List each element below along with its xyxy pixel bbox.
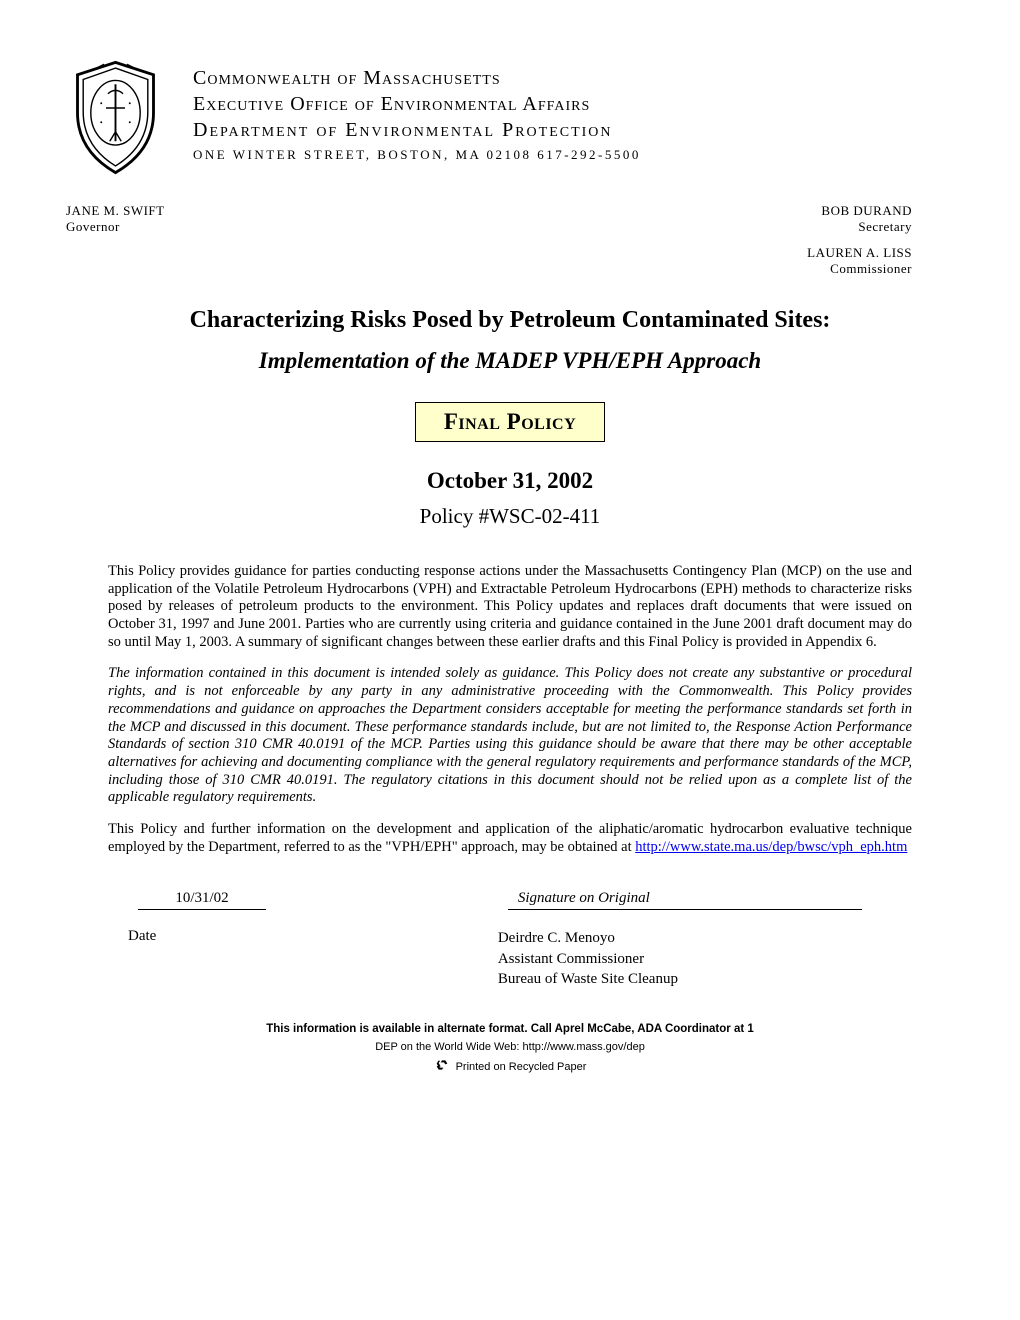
body-text: This Policy provides guidance for partie… bbox=[108, 563, 912, 856]
agency-line-1: Commonwealth of Massachusetts bbox=[193, 65, 912, 91]
commissioner-name: LAUREN A. LISS bbox=[807, 245, 912, 261]
disclaimer-paragraph: The information contained in this docume… bbox=[108, 665, 912, 807]
agency-line-3: Department of Environmental Protection bbox=[193, 117, 912, 143]
date-cell: 10/31/02 bbox=[108, 890, 508, 910]
commissioner-title: Commissioner bbox=[807, 261, 912, 277]
secretary-name: BOB DURAND bbox=[807, 203, 912, 219]
officials-row: JANE M. SWIFT Governor BOB DURAND Secret… bbox=[108, 203, 912, 277]
document-title: Characterizing Risks Posed by Petroleum … bbox=[108, 307, 912, 334]
signer-block: Deirdre C. Menoyo Assistant Commissioner… bbox=[498, 928, 912, 989]
final-policy-box: Final Policy bbox=[415, 402, 605, 442]
signer-bureau: Bureau of Waste Site Cleanup bbox=[498, 969, 912, 989]
link-paragraph: This Policy and further information on t… bbox=[108, 821, 912, 856]
recycled-line: Printed on Recycled Paper bbox=[108, 1057, 912, 1076]
governor-block: JANE M. SWIFT Governor bbox=[66, 203, 165, 277]
state-seal-icon bbox=[68, 60, 163, 175]
governor-name: JANE M. SWIFT bbox=[66, 203, 165, 219]
recycled-text: Printed on Recycled Paper bbox=[456, 1061, 587, 1073]
signature-cell: Signature on Original bbox=[508, 890, 912, 910]
page: Commonwealth of Massachusetts Executive … bbox=[0, 0, 1020, 1106]
date-value: 10/31/02 bbox=[138, 890, 266, 910]
signature-value-row: 10/31/02 Signature on Original bbox=[108, 890, 912, 910]
commissioner-block: LAUREN A. LISS Commissioner bbox=[807, 245, 912, 277]
signer-name: Deirdre C. Menoyo bbox=[498, 928, 912, 948]
title-section: Characterizing Risks Posed by Petroleum … bbox=[108, 307, 912, 529]
agency-address: ONE WINTER STREET, BOSTON, MA 02108 617-… bbox=[193, 147, 912, 163]
governor-title: Governor bbox=[66, 219, 165, 235]
date-label: Date bbox=[108, 928, 498, 989]
signature-value: Signature on Original bbox=[508, 890, 862, 910]
signature-label-row: Date Deirdre C. Menoyo Assistant Commiss… bbox=[108, 928, 912, 989]
secretary-block: BOB DURAND Secretary bbox=[807, 203, 912, 235]
document-date: October 31, 2002 bbox=[108, 468, 912, 494]
page-footer: This information is available in alterna… bbox=[108, 1023, 912, 1076]
letterhead-text: Commonwealth of Massachusetts Executive … bbox=[193, 60, 912, 163]
agency-line-2: Executive Office of Environmental Affair… bbox=[193, 91, 912, 117]
dep-web-line: DEP on the World Wide Web: http://www.ma… bbox=[108, 1041, 912, 1053]
policy-number: Policy #WSC-02-411 bbox=[108, 504, 912, 529]
document-subtitle: Implementation of the MADEP VPH/EPH Appr… bbox=[108, 348, 912, 374]
intro-paragraph: This Policy provides guidance for partie… bbox=[108, 563, 912, 651]
secretary-title: Secretary bbox=[807, 219, 912, 235]
alt-format-notice: This information is available in alterna… bbox=[108, 1023, 912, 1035]
signer-title: Assistant Commissioner bbox=[498, 949, 912, 969]
letterhead-row: Commonwealth of Massachusetts Executive … bbox=[108, 60, 912, 175]
recycle-icon bbox=[434, 1057, 450, 1076]
secretary-commissioner-block: BOB DURAND Secretary LAUREN A. LISS Comm… bbox=[807, 203, 912, 277]
vph-eph-link[interactable]: http://www.state.ma.us/dep/bwsc/vph_eph.… bbox=[635, 839, 907, 855]
